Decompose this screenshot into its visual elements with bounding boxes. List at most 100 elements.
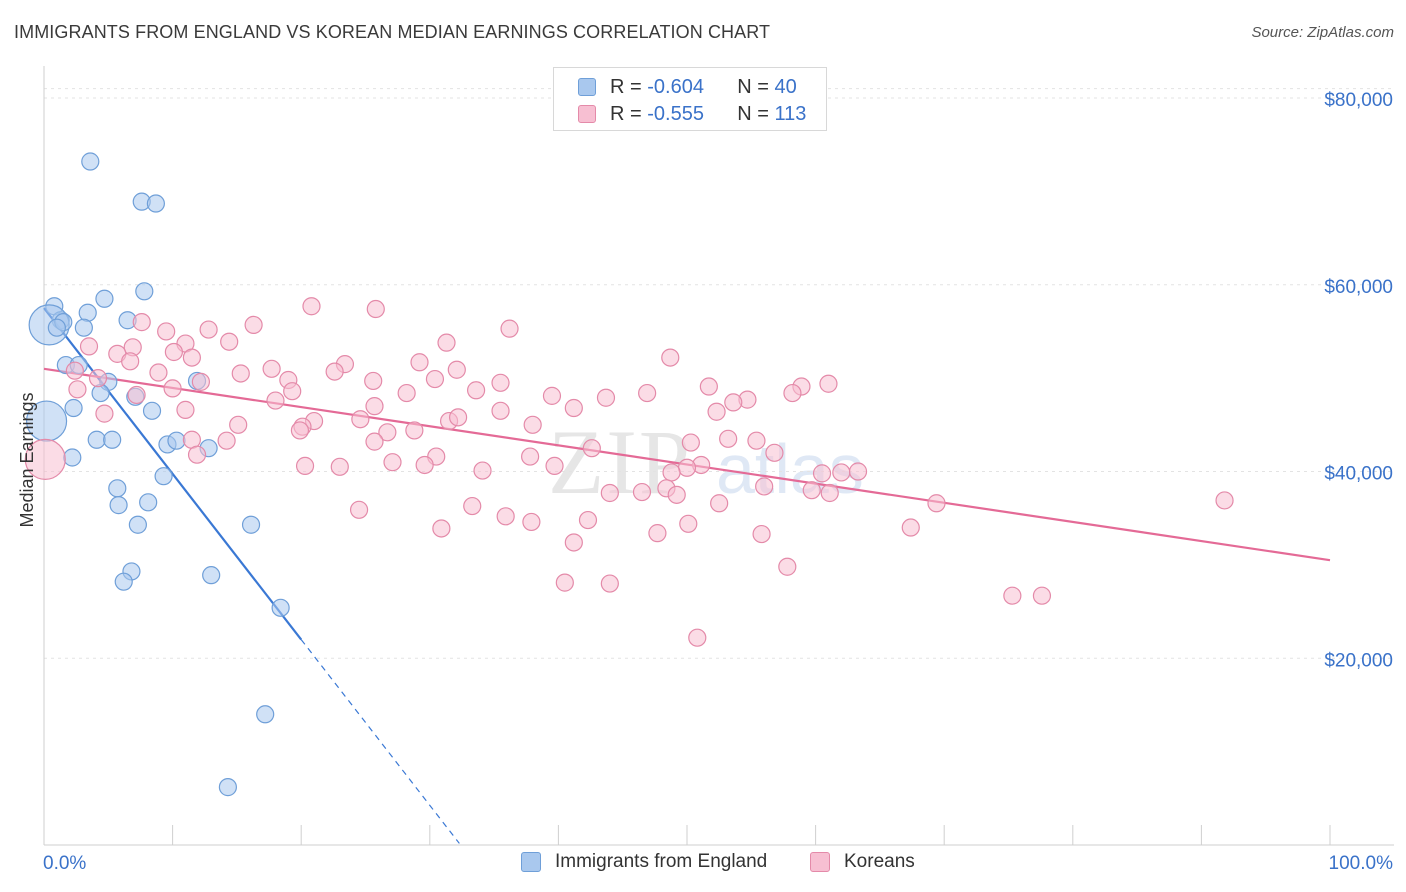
korean-point [662,463,681,482]
legend-row-england: R = -0.604 N = 40 [578,74,797,100]
korean-point [710,494,729,513]
england-point [271,598,290,617]
korean-point [632,482,652,502]
korean-point [351,410,370,429]
england-point [114,572,133,591]
legend-row-koreans: R = -0.555 N = 113 [578,101,806,127]
korean-point [578,510,598,530]
y-tick-label: $80,000 [1324,90,1393,111]
source-label: Source: ZipAtlas.com [1251,24,1394,41]
england-point [108,479,127,498]
korean-point [365,432,384,451]
england-point [81,152,100,171]
x-tick-label: 0.0% [43,853,86,874]
korean-point [500,319,519,338]
trend-lines [43,307,1331,844]
korean-point [600,574,619,593]
england-point [103,430,122,449]
legend-item-england: Immigrants from England [521,851,767,873]
korean-point [121,352,140,371]
korean-point [522,512,541,532]
england-point [146,194,165,213]
correlation-legend: R = -0.604 N = 40 R = -0.555 N = 113 [553,67,827,131]
korean-point [266,391,285,410]
legend-r-value: -0.555 [647,102,704,125]
england-point [63,448,82,467]
england-point [218,778,237,797]
korean-point [765,443,784,462]
korean-point [819,374,838,393]
korean-point [437,333,456,352]
korean-point [802,481,821,500]
korean-point [163,379,182,398]
england-point [64,398,83,418]
korean-point [283,382,302,401]
korean-point [24,438,66,480]
korean-point [262,359,281,378]
korean-point [466,381,486,400]
korean-point [564,533,583,552]
y-tick-label: $40,000 [1324,464,1393,485]
legend-n-value: 113 [774,102,807,125]
legend-n-label: N = [737,75,769,98]
england-point [78,303,97,322]
england-point [139,493,158,512]
korean-point [191,372,210,391]
korean-point [199,320,218,339]
england-point [87,430,106,449]
legend-swatch-england [578,78,596,96]
korean-point [901,518,920,537]
england-point [154,467,173,486]
korean-point [778,557,797,576]
korean-point [582,439,601,458]
legend-r-value: -0.604 [647,75,704,98]
korean-point [187,445,207,464]
legend-swatch-koreans [810,852,830,872]
korean-point [707,402,726,421]
england-point [167,431,186,450]
korean-point [681,433,700,452]
korean-point [378,423,397,442]
korean-point [699,377,718,396]
england-point [241,515,261,534]
korean-point [88,369,108,388]
korean-point [365,397,384,416]
korean-point [496,507,515,526]
korean-point [410,353,429,372]
korean-point [149,363,168,382]
england-point [142,401,162,420]
korean-point [688,628,707,647]
chart-title: IMMIGRANTS FROM ENGLAND VS KOREAN MEDIAN… [14,22,771,42]
korean-point [832,463,851,482]
korean-point [349,500,369,519]
y-tick-label: $60,000 [1324,277,1393,298]
korean-point [600,483,619,503]
korean-point [229,415,248,434]
korean-point [302,297,321,316]
korean-point [448,408,468,427]
korean-point [927,494,946,513]
korean-point [425,369,445,389]
korean-point [812,464,832,483]
korean-point [677,458,697,477]
england-point [128,515,147,534]
korean-point [1215,491,1234,510]
korean-point [521,447,540,466]
england-trend-extension [300,639,460,844]
korean-point [820,483,839,503]
korean-point [217,431,236,450]
korean-point [220,332,239,351]
legend-r-label: R = [610,75,642,98]
korean-point [564,398,583,418]
korean-point [330,457,349,476]
korean-point [366,299,385,319]
korean-point [68,380,87,399]
england-point [256,705,275,724]
korean-point [719,429,738,448]
y-axis-label: Median Earnings [17,392,37,527]
korean-point [679,514,698,533]
korean-point [405,421,424,440]
korean-point [555,573,574,592]
legend-swatch-england [521,852,541,872]
korean-point [755,477,774,496]
